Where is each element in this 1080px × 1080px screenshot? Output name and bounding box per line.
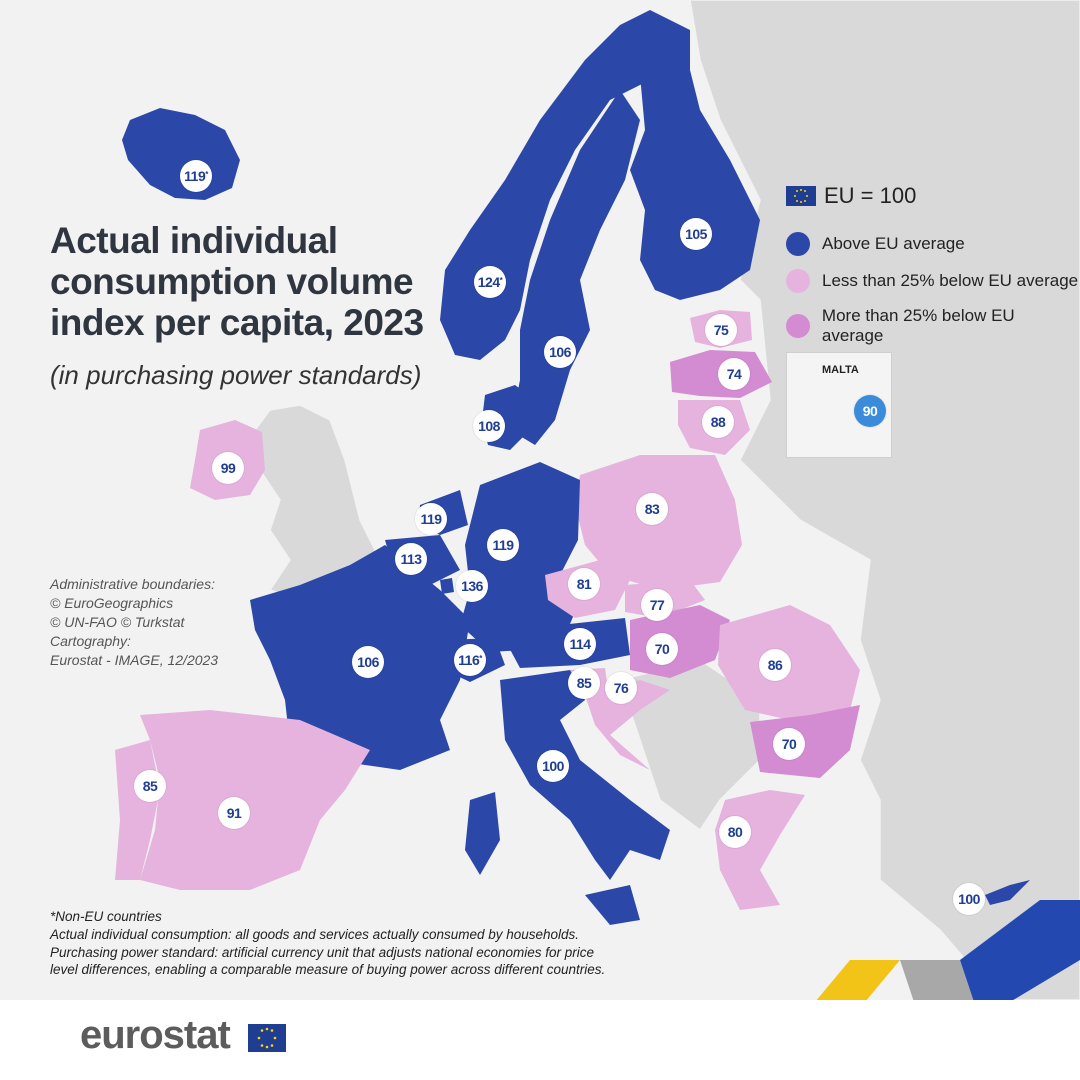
greece-shape: [715, 790, 805, 910]
credit-line: © EuroGeographics: [50, 595, 174, 611]
credit-line: Administrative boundaries:: [50, 576, 215, 592]
credit-line: © UN-FAO © Turkstat: [50, 614, 185, 630]
credits: Administrative boundaries: © EuroGeograp…: [50, 575, 218, 670]
badge-netherlands: 119: [415, 503, 447, 535]
badge-hungary: 70: [646, 633, 678, 665]
badge-bulgaria: 70: [773, 728, 805, 760]
credit-line: Cartography:: [50, 633, 131, 649]
eu-flag-logo-icon: [248, 1024, 286, 1052]
cyprus-shape: [985, 880, 1030, 905]
badge-romania: 86: [759, 649, 791, 681]
legend-eu-label: EU = 100: [824, 183, 917, 208]
badge-finland: 105: [680, 218, 712, 250]
bulgaria-shape: [750, 705, 860, 778]
italy-shape: [500, 670, 670, 880]
legend-less: Less than 25% below EU average: [786, 269, 1078, 293]
badge-cyprus: 100: [953, 883, 985, 915]
sweden-shape: [510, 90, 640, 445]
germany-shape: [460, 462, 580, 652]
badge-luxembourg: 136: [456, 570, 488, 602]
chart-subtitle: (in purchasing power standards): [50, 360, 422, 390]
badge-belgium: 113: [395, 543, 427, 575]
badge-latvia: 74: [718, 358, 750, 390]
iceland-shape: [122, 108, 240, 200]
badge-austria: 114: [564, 628, 596, 660]
title-line-2: consumption volume: [50, 261, 414, 302]
badge-portugal: 85: [134, 770, 166, 802]
badge-france: 106: [352, 646, 384, 678]
eurostat-logo: eurostat: [80, 1013, 231, 1057]
badge-sweden: 106: [544, 336, 576, 368]
malta-inset-label: MALTA: [822, 364, 859, 376]
badge-poland: 83: [636, 493, 668, 525]
spain-shape: [140, 710, 370, 890]
legend-more: More than 25% below EU average: [786, 306, 1080, 346]
badge-switzerland: 116 *: [454, 644, 486, 676]
badge-ireland: 99: [212, 452, 244, 484]
badge-italy: 100: [537, 750, 569, 782]
footnote-pps: Purchasing power standard: artificial cu…: [50, 945, 606, 977]
legend-less-label: Less than 25% below EU average: [822, 271, 1079, 290]
footnote-nonEU: *Non-EU countries: [50, 909, 162, 924]
legend-eu-reference: EU = 100: [786, 183, 916, 209]
luxembourg-shape: [440, 578, 454, 594]
legend-above: Above EU average: [786, 232, 965, 256]
croatia-shape: [585, 680, 670, 770]
badge-czechia: 81: [568, 568, 600, 600]
badge-croatia: 76: [605, 672, 637, 704]
badge-lithuania: 88: [702, 406, 734, 438]
badge-germany: 119: [487, 529, 519, 561]
badge-denmark: 108: [473, 410, 505, 442]
badge-slovakia: 77: [641, 589, 673, 621]
eu-flag-icon: [786, 186, 816, 206]
title-line-1: Actual individual: [50, 220, 338, 261]
title-line-3: index per capita, 2023: [50, 302, 424, 343]
badge-norway: 124 *: [474, 266, 506, 298]
sicily-shape: [585, 885, 640, 925]
legend-less-swatch: [786, 269, 810, 293]
finland-shape: [630, 70, 760, 300]
legend-more-swatch: [786, 314, 810, 338]
badge-slovenia: 85: [568, 667, 600, 699]
legend-above-swatch: [786, 232, 810, 256]
malta-value-badge: 90: [854, 395, 886, 427]
legend-more-label: More than 25% below EU average: [821, 306, 1015, 345]
badge-greece: 80: [719, 816, 751, 848]
badge-estonia: 75: [705, 314, 737, 346]
chart-title: Actual individual consumption volume ind…: [50, 220, 470, 343]
footnotes: *Non-EU countries Actual individual cons…: [50, 908, 620, 979]
corsica-sardinia-shape: [465, 792, 500, 875]
credit-line: Eurostat - IMAGE, 12/2023: [50, 652, 219, 668]
badge-iceland: 119 *: [180, 160, 212, 192]
footer-bar: [0, 1000, 1080, 1080]
badge-spain: 91: [218, 797, 250, 829]
legend-above-label: Above EU average: [822, 234, 965, 253]
footnote-consumption: Actual individual consumption: all goods…: [50, 927, 580, 942]
